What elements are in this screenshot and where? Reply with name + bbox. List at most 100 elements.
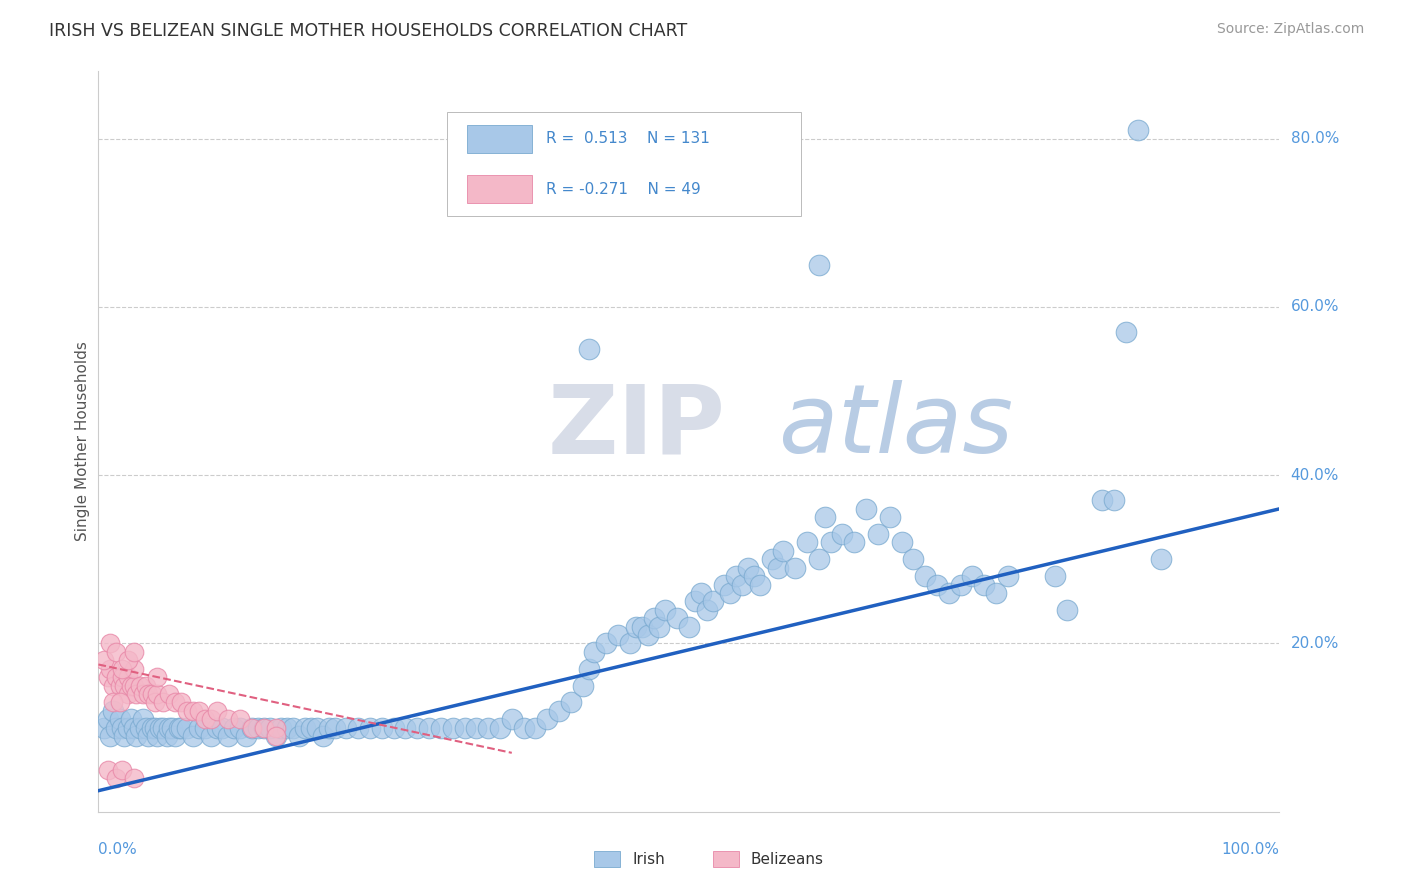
Point <box>240 721 263 735</box>
Point <box>583 645 606 659</box>
Bar <box>713 851 738 867</box>
Point <box>536 712 558 726</box>
Point <box>312 729 335 743</box>
Point <box>962 569 984 583</box>
Point <box>855 501 877 516</box>
Point <box>264 721 287 735</box>
Point <box>187 721 209 735</box>
Point <box>1056 603 1078 617</box>
Point <box>630 619 652 633</box>
Point <box>595 636 617 650</box>
Point <box>831 527 853 541</box>
Point <box>465 721 488 735</box>
Point <box>101 679 124 693</box>
Point <box>217 712 239 726</box>
Point <box>181 729 204 743</box>
Point <box>136 729 159 743</box>
Point <box>973 577 995 591</box>
Point <box>305 721 328 735</box>
Point <box>149 721 172 735</box>
Point <box>101 704 124 718</box>
Point <box>335 721 357 735</box>
Point <box>560 695 582 709</box>
Point <box>766 560 789 574</box>
Text: 100.0%: 100.0% <box>1222 842 1279 857</box>
Point <box>406 721 429 735</box>
Point <box>382 721 405 735</box>
Point <box>152 695 174 709</box>
Text: 80.0%: 80.0% <box>1291 131 1339 146</box>
Point <box>820 535 842 549</box>
Point <box>796 535 818 549</box>
Point <box>167 721 190 735</box>
Point <box>524 721 547 735</box>
Point <box>165 729 187 743</box>
Point <box>294 721 316 735</box>
Text: 40.0%: 40.0% <box>1291 467 1339 483</box>
Point <box>890 535 912 549</box>
Point <box>125 729 148 743</box>
Point <box>97 712 120 726</box>
Point <box>683 594 706 608</box>
Point <box>1150 552 1173 566</box>
Point <box>135 721 157 735</box>
Point <box>654 603 676 617</box>
Point <box>224 721 246 735</box>
Point <box>122 771 145 785</box>
Point <box>814 510 837 524</box>
Text: 60.0%: 60.0% <box>1291 300 1339 314</box>
Point <box>394 721 416 735</box>
Point <box>1115 325 1137 339</box>
Point <box>98 729 121 743</box>
Point <box>259 721 281 735</box>
Point <box>135 679 157 693</box>
Point <box>1126 123 1149 137</box>
Point <box>217 729 239 743</box>
Point <box>323 721 346 735</box>
Point <box>211 721 233 735</box>
Point <box>624 619 647 633</box>
Point <box>548 704 571 718</box>
Point <box>643 611 665 625</box>
Point <box>288 729 311 743</box>
Point <box>235 729 257 743</box>
Point <box>122 721 145 735</box>
Point <box>108 712 131 726</box>
Point <box>229 721 252 735</box>
Point <box>170 721 193 735</box>
Point <box>240 721 263 735</box>
Text: Irish: Irish <box>633 852 665 867</box>
Point <box>187 704 209 718</box>
Point <box>725 569 748 583</box>
Point <box>648 619 671 633</box>
Point <box>246 721 269 735</box>
Point <box>359 721 381 735</box>
Point <box>117 687 139 701</box>
Point <box>866 527 889 541</box>
Point <box>1091 493 1114 508</box>
Point <box>105 670 128 684</box>
Text: ZIP: ZIP <box>547 380 725 474</box>
Point <box>97 763 120 777</box>
Point <box>205 704 228 718</box>
Text: R = -0.271    N = 49: R = -0.271 N = 49 <box>546 182 700 196</box>
Point <box>571 679 593 693</box>
Point <box>501 712 523 726</box>
Point <box>253 721 276 735</box>
Point <box>879 510 901 524</box>
Point <box>772 544 794 558</box>
Point <box>270 721 292 735</box>
Point <box>477 721 499 735</box>
Point <box>105 721 128 735</box>
Point <box>200 729 222 743</box>
Point <box>141 687 163 701</box>
Point <box>97 670 120 684</box>
Point <box>117 721 139 735</box>
Point <box>125 687 148 701</box>
Point <box>696 603 718 617</box>
Point <box>200 712 222 726</box>
Point <box>176 721 198 735</box>
Point <box>194 712 217 726</box>
Point <box>93 721 115 735</box>
Point <box>689 586 711 600</box>
